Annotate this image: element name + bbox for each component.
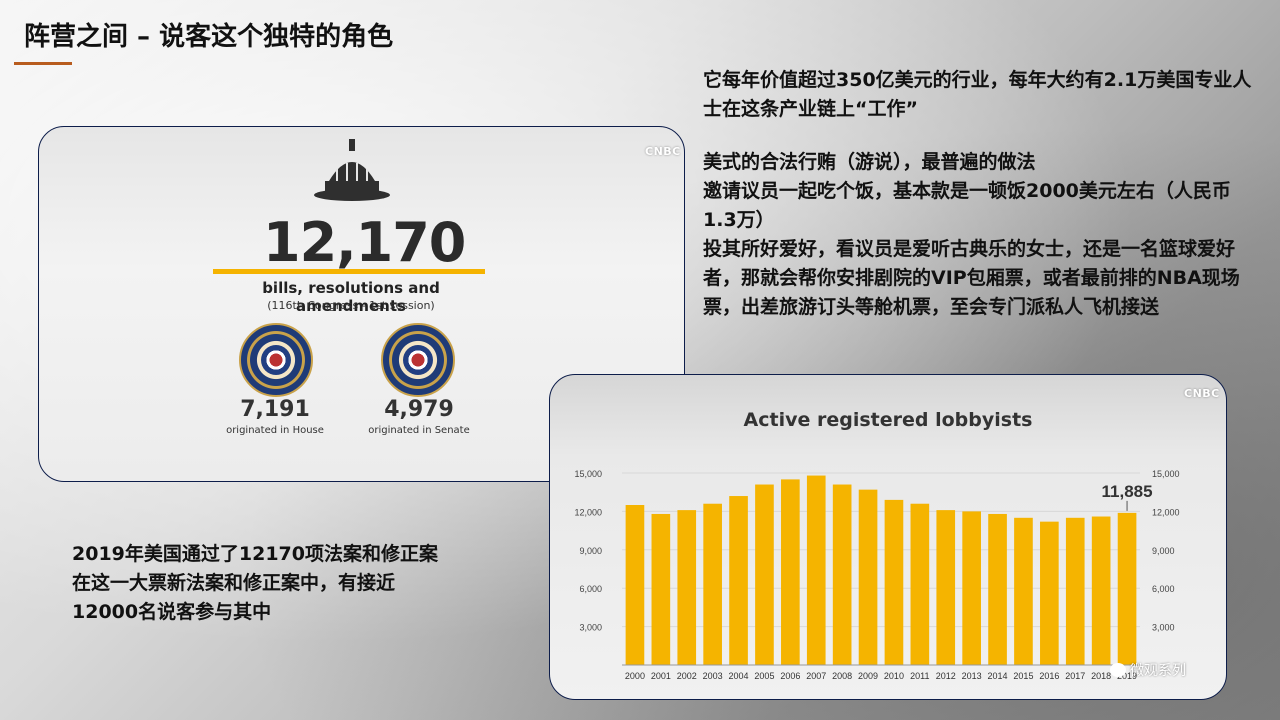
house-label: originated in House [226,425,324,436]
y-tick-label-left: 15,000 [574,469,602,479]
bar [962,511,981,665]
bar [1117,512,1137,665]
x-tick-label: 2015 [1013,671,1033,681]
wechat-icon [1110,663,1126,677]
bar [858,489,878,665]
bar [936,510,956,665]
bar [625,505,645,665]
bar [806,475,826,665]
x-tick-label: 2012 [936,671,956,681]
title-underline [14,62,72,65]
yellow-divider [213,269,485,274]
y-tick-label-right: 3,000 [1152,623,1175,633]
text-industry-value: 它每年价值超过350亿美元的行业，每年大约有2.1万美国专业人士在这条产业链上“… [703,69,1252,120]
bar [781,479,800,665]
bar [1014,517,1033,665]
text-bills-amendments: 在这一大票新法案和修正案中，有接近 [72,572,396,594]
y-tick-label-right: 12,000 [1152,507,1180,517]
x-tick-label: 2019 [1117,671,1137,681]
x-tick-label: 2002 [677,671,697,681]
senate-label: originated in Senate [368,425,470,436]
x-tick-label: 2011 [910,671,929,681]
bar [1040,521,1059,665]
x-tick-label: 2006 [780,671,800,681]
senate-seal-icon [381,323,455,397]
chart-title: Active registered lobbyists [743,409,1033,431]
x-tick-label: 2016 [1039,671,1059,681]
y-tick-label-right: 15,000 [1152,469,1180,479]
bar [1091,516,1111,665]
cnbc-logo: CNBC [645,145,681,158]
x-tick-label: 2003 [703,671,723,681]
x-tick-label: 2010 [884,671,904,681]
bar [703,503,722,665]
x-tick-label: 2005 [754,671,774,681]
house-seal-icon [239,323,313,397]
cnbc-logo: CNBC [1184,387,1220,400]
bar [729,496,748,665]
y-tick-label-left: 6,000 [579,584,602,594]
lobbyists-chart-image: CNBC Active registered lobbyists 3,000 3,… [549,374,1227,700]
text-hobbies: 投其所好爱好，看议员是爱听古典乐的女士，还是一名篮球爱好者，那就会帮你安排剧院的… [703,238,1240,318]
bills-subtitle: bills, resolutions and amendments [262,279,440,315]
bar [910,503,930,665]
y-tick-label-left: 12,000 [574,507,602,517]
x-tick-label: 2018 [1091,671,1111,681]
x-tick-label: 2008 [832,671,852,681]
house-count: 7,191 [240,397,310,422]
y-tick-label-left: 9,000 [579,546,602,556]
text-legal-bribery: 美式的合法行贿（游说），最普遍的做法 [703,151,1036,173]
capitol-dome-icon [314,139,390,201]
slide-title: 阵营之间 – 说客这个独特的角色 [24,22,394,52]
bar [755,484,774,665]
bar [1065,517,1085,665]
x-tick-label: 2013 [962,671,982,681]
x-tick-label: 2009 [858,671,878,681]
session-label: (116th Congress - 1st session) [267,299,435,312]
bar [832,484,852,665]
bar [651,513,671,665]
bar-chart: 3,000 3,000 6,000 6,000 9,000 9,000 12,000 12,0… [574,469,1180,681]
y-tick-label-left: 3,000 [579,623,602,633]
text-lobbyists-count: 12000名说客参与其中 [72,601,272,623]
x-tick-label: 2001 [651,671,671,681]
y-tick-label-right: 6,000 [1152,584,1175,594]
data-label: 11,885 [1102,482,1153,501]
total-bills-count: 12,170 [263,211,466,274]
bar [988,513,1007,665]
y-tick-label-right: 9,000 [1152,546,1175,556]
text-bills-passed: 2019年美国通过了12170项法案和修正案 [72,543,438,565]
right-text-block: 它每年价值超过350亿美元的行业，每年大约有2.1万美国专业人士在这条产业链上“… [703,66,1253,322]
x-tick-label: 2007 [806,671,826,681]
congress-bills-image: CNBC 12,170 bills, resolutions and amend… [38,126,685,482]
x-tick-label: 2000 [625,671,645,681]
x-tick-label: 2004 [729,671,749,681]
bar [677,510,697,665]
left-text-block: 2019年美国通过了12170项法案和修正案 在这一大票新法案和修正案中，有接近… [72,540,542,627]
watermark: 微观系列 [1110,660,1186,680]
bar [884,499,904,665]
x-tick-label: 2017 [1065,671,1085,681]
senate-count: 4,979 [384,397,454,422]
text-dinner: 邀请议员一起吃个饭，基本款是一顿饭2000美元左右（人民币1.3万） [703,180,1231,231]
watermark-text: 微观系列 [1130,663,1186,679]
x-tick-label: 2014 [988,671,1008,681]
